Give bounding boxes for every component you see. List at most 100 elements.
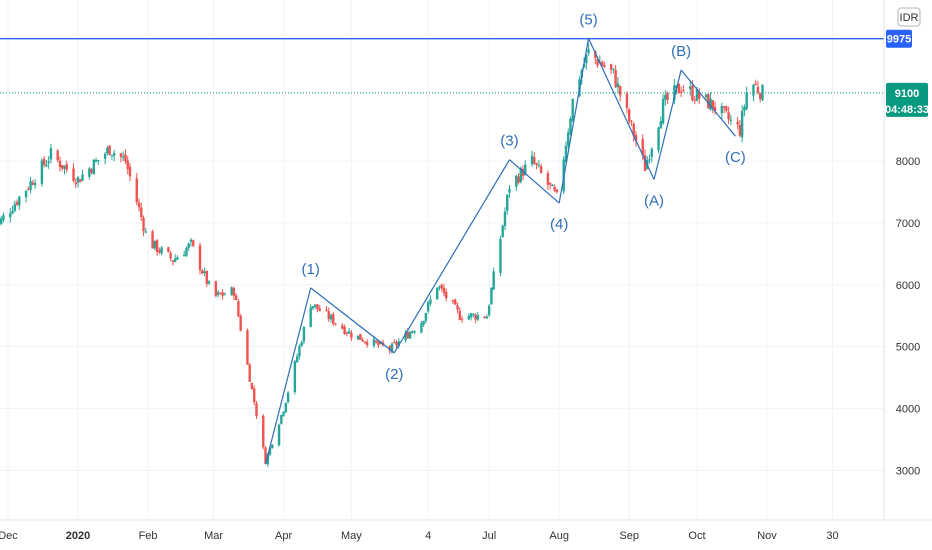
price-tick-label: 7000	[896, 218, 920, 230]
candle	[413, 330, 416, 335]
candle	[625, 91, 629, 114]
candle	[752, 83, 755, 102]
candle	[476, 312, 480, 321]
candle	[255, 401, 258, 420]
candle	[119, 152, 123, 163]
wave-segment[interactable]	[393, 159, 510, 354]
candle	[56, 148, 59, 163]
candle	[122, 151, 125, 162]
candle	[725, 105, 728, 113]
candle	[27, 186, 30, 191]
candle	[90, 167, 93, 175]
candle	[314, 304, 317, 309]
wave-label: (5)	[579, 11, 597, 28]
resistance-price-label: 9975	[887, 34, 911, 46]
candle	[262, 414, 265, 450]
candle	[155, 239, 159, 256]
candle	[661, 94, 665, 125]
wave-segment[interactable]	[653, 69, 682, 180]
candle	[128, 163, 132, 182]
price-tick-label: 8000	[896, 156, 920, 168]
candle	[112, 149, 116, 162]
wave-segment[interactable]	[558, 38, 590, 204]
candle	[424, 312, 428, 324]
candle	[659, 116, 663, 129]
candle	[393, 339, 396, 344]
candle	[239, 313, 242, 332]
candle	[612, 68, 615, 74]
bar-countdown-label: 04:48:33	[885, 104, 929, 116]
time-tick-label: Oct	[688, 530, 705, 542]
candle	[318, 305, 321, 312]
candle	[460, 315, 464, 323]
time-tick-label: 30	[826, 530, 838, 542]
candle	[361, 337, 364, 342]
price-tick-label: 4000	[896, 404, 920, 416]
candle	[438, 285, 441, 291]
candle	[521, 165, 525, 181]
candle	[334, 323, 337, 326]
candle	[411, 330, 414, 334]
time-tick-label: Dec	[0, 530, 18, 542]
candle	[688, 80, 692, 96]
candle	[618, 85, 622, 102]
candle	[596, 57, 599, 68]
candle	[426, 300, 430, 314]
candle	[0, 215, 3, 226]
candle	[142, 215, 145, 237]
candle	[298, 344, 301, 360]
candle	[329, 313, 333, 323]
candle	[490, 287, 493, 305]
candle	[404, 329, 407, 343]
candle	[63, 165, 66, 175]
wave-label: (B)	[671, 43, 691, 60]
wave-segment[interactable]	[680, 69, 736, 137]
last-price-label: 9100	[895, 88, 919, 100]
candle	[569, 116, 572, 136]
candle	[153, 240, 157, 251]
candle	[600, 60, 604, 67]
candle	[445, 288, 448, 302]
candle	[234, 293, 238, 301]
candle	[628, 108, 631, 125]
wave-segment[interactable]	[310, 287, 395, 354]
horizontal-lines	[0, 38, 884, 94]
wave-segment[interactable]	[264, 287, 312, 465]
candle	[223, 292, 227, 296]
candle	[167, 246, 170, 253]
candle	[673, 78, 676, 105]
candle	[720, 102, 724, 120]
time-tick-label: May	[341, 530, 362, 542]
candle	[506, 194, 509, 215]
candle	[729, 114, 733, 126]
price-axis[interactable]: 3000 4000 5000 6000 7000 8000	[896, 156, 920, 478]
candle	[515, 174, 518, 192]
candle	[173, 254, 177, 263]
candle	[467, 313, 471, 320]
candle	[535, 162, 538, 170]
price-tags: 9975 9100 04:48:33	[885, 29, 929, 117]
candle	[530, 150, 534, 167]
wave-segment[interactable]	[588, 38, 655, 180]
candle	[614, 65, 617, 88]
time-axis[interactable]: Dec 2020 Feb Mar Apr May 4 Jul Aug Sep Oct Nov 30	[0, 530, 839, 542]
candle	[160, 245, 163, 256]
elliott-wave-lines	[264, 38, 736, 465]
wave-label: (3)	[500, 133, 518, 150]
candle	[664, 90, 667, 106]
time-tick-label: 2020	[66, 530, 90, 542]
candle	[754, 79, 757, 86]
currency-button[interactable]: IDR	[897, 7, 921, 27]
candle	[171, 260, 175, 266]
candle	[539, 163, 543, 174]
wave-segment[interactable]	[509, 159, 560, 204]
candle	[616, 77, 620, 94]
candle	[187, 242, 190, 252]
candle	[420, 320, 423, 334]
candle	[140, 202, 143, 222]
candle	[126, 155, 129, 175]
candle	[555, 188, 559, 194]
candle	[79, 178, 82, 183]
candle	[740, 104, 744, 143]
